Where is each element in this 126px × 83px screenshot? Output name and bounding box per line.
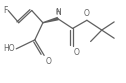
Text: N: N [56,8,61,17]
Text: H: H [56,9,61,15]
Polygon shape [43,18,58,23]
Text: F: F [3,6,7,15]
Text: O: O [83,9,89,18]
Text: O: O [74,48,80,57]
Text: O: O [46,57,52,66]
Text: HO: HO [4,43,15,53]
